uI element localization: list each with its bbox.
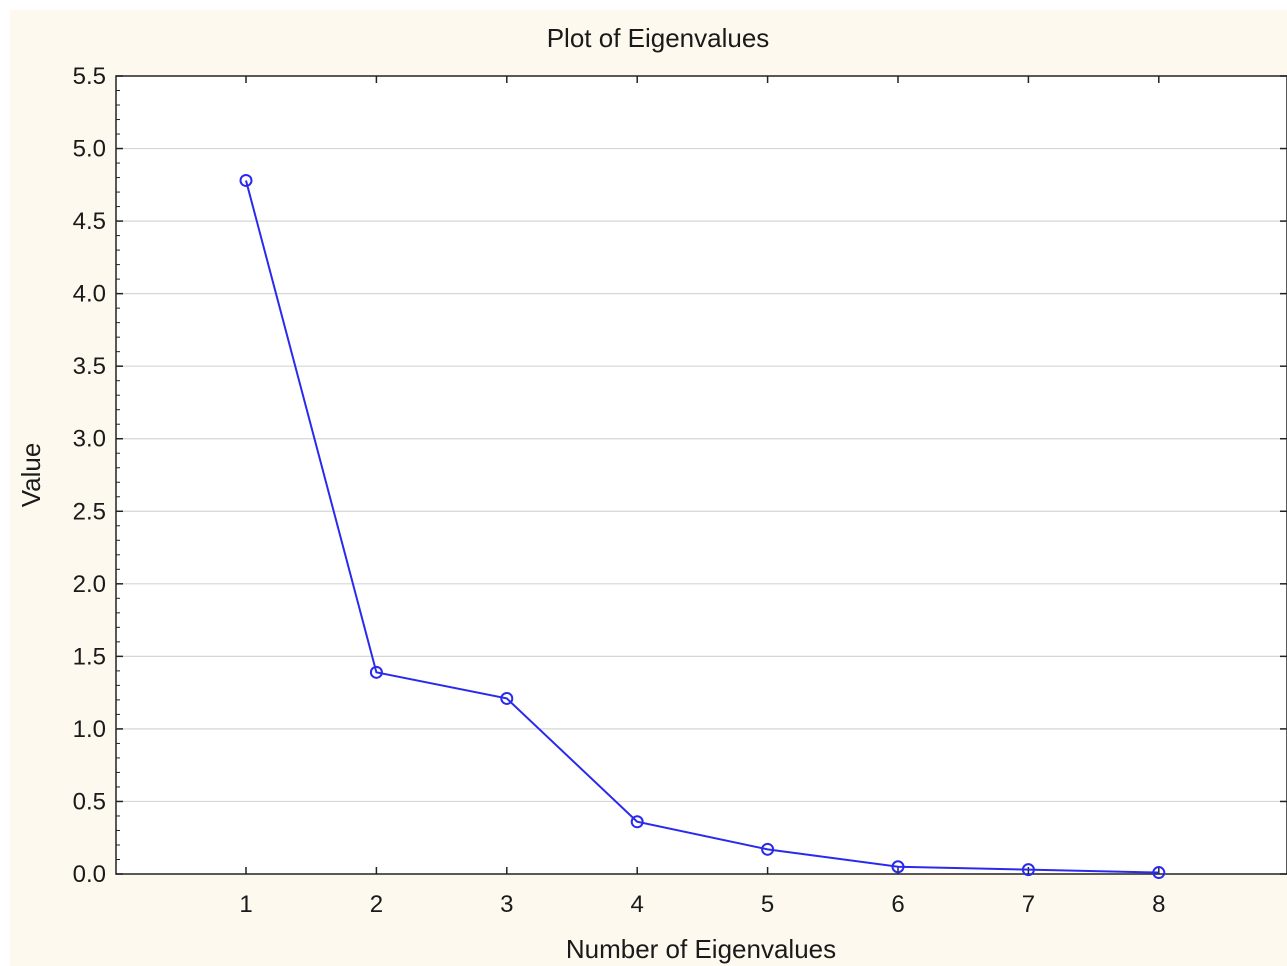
- data-point: [761, 842, 775, 856]
- y-tick-label: 0.0: [73, 861, 106, 888]
- y-tick-label: 1.5: [73, 643, 106, 670]
- x-tick-label: 7: [1022, 891, 1035, 918]
- x-axis-label: Number of Eigenvalues: [566, 934, 836, 964]
- y-tick-label: 5.5: [73, 63, 106, 90]
- grid-lines: [116, 147, 1287, 803]
- y-tick-label: 3.5: [73, 353, 106, 380]
- x-tick-label: 3: [500, 891, 513, 918]
- x-tick-label: 8: [1152, 891, 1165, 918]
- y-tick-label: 3.0: [73, 426, 106, 453]
- x-tick-label: 5: [761, 891, 774, 918]
- series-layer: [239, 173, 1166, 880]
- minor-ticks: [116, 90, 120, 860]
- x-tick-label: 4: [631, 891, 644, 918]
- y-tick-label: 0.5: [73, 788, 106, 815]
- y-axis-label: Value: [16, 443, 46, 508]
- y-tick-label: 5.0: [73, 136, 106, 163]
- x-tick-labels: 1 2 3 4 5 6 7 8: [239, 891, 1165, 918]
- data-point: [500, 691, 514, 705]
- data-point: [891, 860, 905, 874]
- data-point: [1021, 863, 1035, 877]
- plot-area: [115, 75, 1287, 875]
- y-tick-label: 2.0: [73, 571, 106, 598]
- tick-marks: [116, 75, 1287, 875]
- data-point: [369, 665, 383, 679]
- x-tick-label: 1: [239, 891, 252, 918]
- data-point: [630, 815, 644, 829]
- y-tick-labels: 0.0 0.5 1.0 1.5 2.0 2.5 3.0 3.5 4.0 4.5 5.0 5.5: [73, 63, 106, 888]
- y-tick-label: 4.0: [73, 281, 106, 308]
- y-tick-label: 1.0: [73, 716, 106, 743]
- data-point: [239, 173, 253, 187]
- data-point: [1152, 866, 1166, 880]
- y-tick-label: 4.5: [73, 208, 106, 235]
- x-tick-label: 6: [891, 891, 904, 918]
- chart-title: Plot of Eigenvalues: [547, 23, 770, 53]
- y-tick-label: 2.5: [73, 498, 106, 525]
- x-tick-label: 2: [370, 891, 383, 918]
- series-line: [245, 180, 1159, 874]
